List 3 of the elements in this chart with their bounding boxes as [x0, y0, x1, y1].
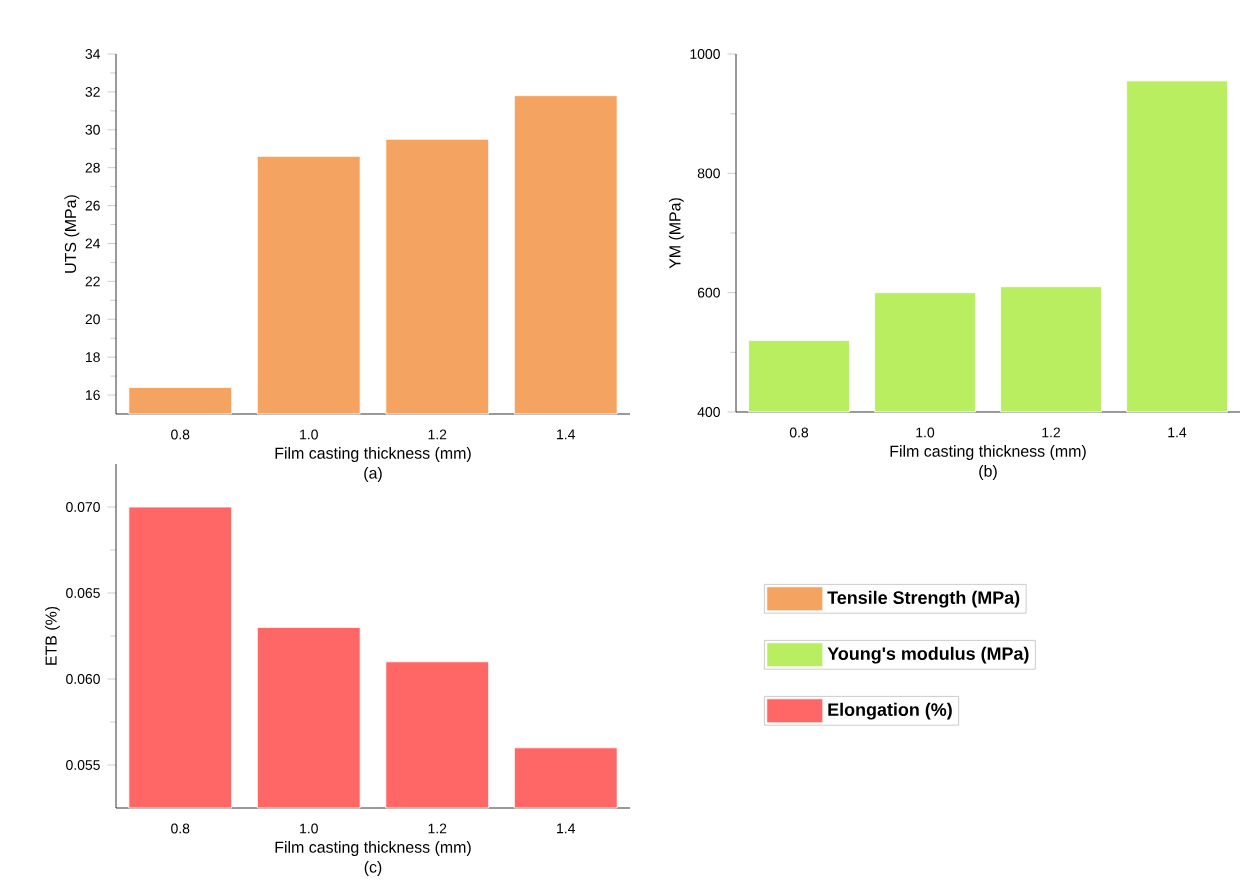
legend-label: Young's modulus (MPa) [827, 646, 1029, 664]
legend-label: Tensile Strength (MPa) [827, 590, 1020, 608]
legend-label: Elongation (%) [828, 702, 952, 720]
